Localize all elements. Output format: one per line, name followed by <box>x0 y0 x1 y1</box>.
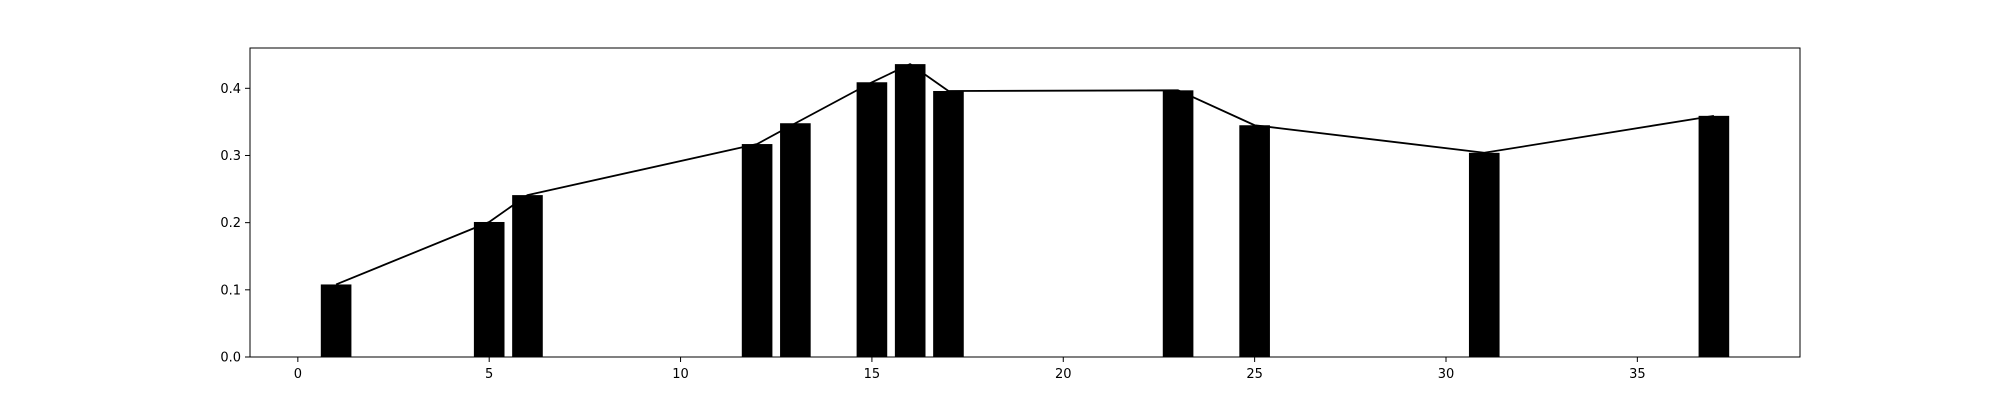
bar-0 <box>320 284 352 357</box>
y-tick-label-2: 0.2 <box>220 216 241 231</box>
bar-9 <box>1239 125 1270 357</box>
x-tick-label-0: 0 <box>294 367 302 382</box>
axes-layer: 0 5 10 15 20 25 30 35 0.0 0.1 0.2 0.3 0.4 <box>220 47 1801 382</box>
bar-4 <box>780 123 811 358</box>
x-tick-label-7: 35 <box>1629 367 1646 382</box>
line-layer <box>335 63 1715 286</box>
series-line <box>335 63 1715 286</box>
x-tick-label-3: 15 <box>864 367 881 382</box>
bar-1 <box>473 221 505 357</box>
bars-layer <box>320 64 1730 358</box>
y-tick-label-0: 0.0 <box>220 351 241 366</box>
x-tick-label-6: 30 <box>1438 367 1455 382</box>
bar-2 <box>512 195 543 357</box>
y-tick-label-4: 0.4 <box>220 82 241 97</box>
x-tick-label-2: 10 <box>672 367 689 382</box>
bar-6 <box>894 64 926 358</box>
bar-11 <box>1698 115 1730 358</box>
bar-10 <box>1468 152 1500 357</box>
x-tick-label-1: 5 <box>485 367 493 382</box>
plot-frame <box>249 47 1801 358</box>
bar-3 <box>741 144 773 357</box>
x-tick-label-5: 25 <box>1246 367 1263 382</box>
bar-8 <box>1162 90 1194 357</box>
y-tick-label-1: 0.1 <box>220 283 241 298</box>
x-tick-label-4: 20 <box>1055 367 1072 382</box>
bar-7 <box>933 90 964 357</box>
y-tick-label-3: 0.3 <box>220 149 241 164</box>
bar-5 <box>856 82 888 357</box>
